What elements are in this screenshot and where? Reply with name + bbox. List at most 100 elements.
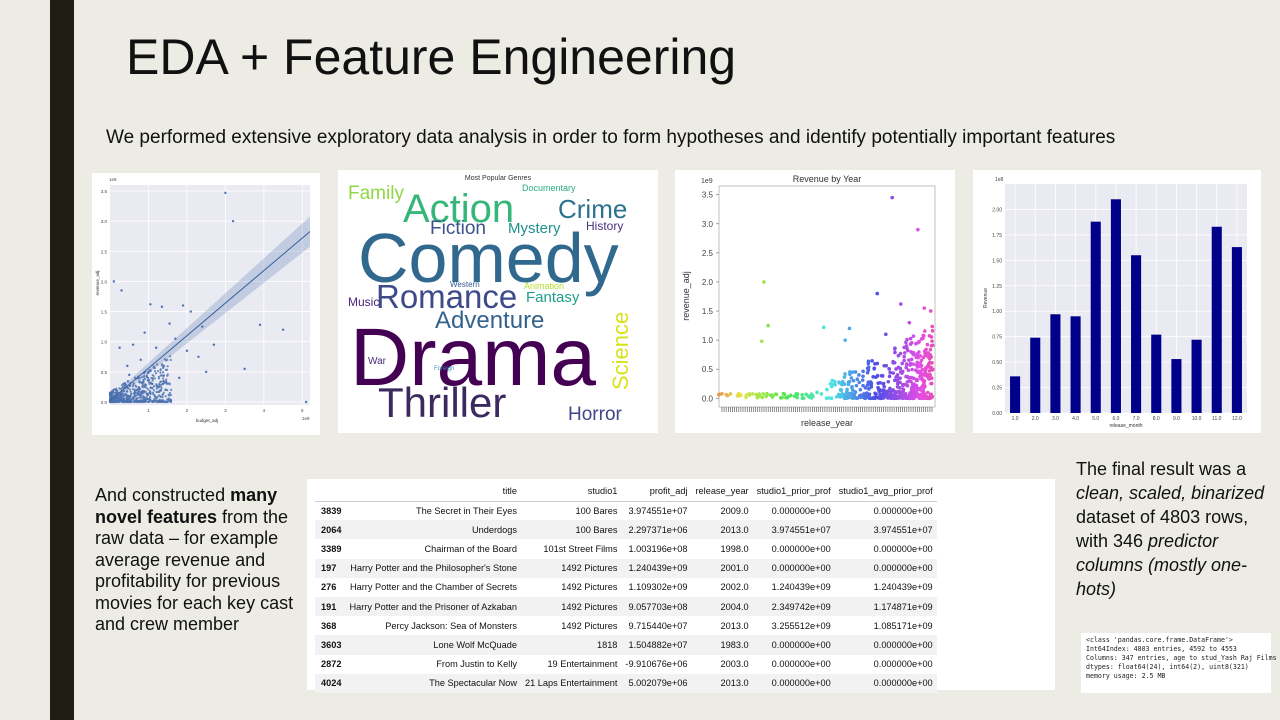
data-point [160,305,164,308]
table-row: 3603 Lone Wolf McQuade 1818 1.504882e+07 198… [315,635,937,655]
data-point [855,377,860,382]
data-point [893,350,897,355]
data-point [914,377,919,382]
data-point [152,389,156,392]
data-point [155,383,158,386]
data-point [873,391,877,396]
data-point [929,381,934,386]
data-point [155,397,158,400]
data-point [759,339,764,344]
result-text-b: dataset of 4803 rows, with 346 [1076,507,1249,551]
table-cell: 1.174871e+09 [873,601,933,612]
data-point [164,395,167,398]
y-tick-label: 1.25 [992,284,1002,290]
data-point [142,384,145,387]
table-cell: The Spectacular Now [429,678,517,689]
x-tick-label: 3.0 [1052,416,1059,422]
bar [1010,376,1021,413]
data-point [853,370,858,374]
data-point [891,359,895,364]
data-point [887,367,891,371]
data-point [126,400,129,403]
data-point [861,369,865,374]
data-point [801,396,806,401]
table-cell: 100 Bares [575,524,618,535]
data-point [901,389,906,393]
data-point [765,391,769,396]
row-index: 191 [321,601,337,612]
data-point [912,396,916,400]
data-point [929,343,934,348]
y-exponent: 1e9 [701,178,713,185]
data-point [860,393,864,398]
data-point [905,374,910,379]
data-point [887,374,892,379]
table-cell: 2003.0 [720,659,749,670]
word-documentary: Documentary [522,183,576,193]
word-drama: Drama [350,312,596,403]
data-point [849,391,854,396]
table-cell: 1492 Pictures [561,620,618,631]
x-axis-label: release_year [801,418,853,428]
data-point [140,375,144,379]
data-point [143,396,146,399]
data-point [888,389,893,393]
data-point [904,340,908,345]
data-point [890,195,895,200]
data-point [886,379,891,384]
data-point [112,280,116,283]
result-description: The final result was a clean, scaled, bi… [1076,457,1271,601]
data-point [930,324,935,329]
feature-text-a: And constructed [95,485,231,505]
plot-area [1005,184,1247,413]
data-point [914,341,918,346]
data-point [760,395,765,400]
data-point [848,370,852,374]
y-tick-label: 0.0 [101,400,108,405]
data-point [131,343,135,346]
data-point [906,368,911,372]
data-point [717,392,721,397]
data-point [902,358,906,363]
data-point [155,363,159,366]
table-cell: 2.297371e+06 [628,524,688,535]
data-point [915,387,920,392]
data-point [160,363,164,366]
data-point [781,391,786,396]
data-point [111,389,114,392]
data-point [908,336,913,341]
data-point [129,390,132,393]
data-point [861,374,865,379]
data-point [780,395,784,400]
data-point [243,367,246,371]
genre-wordcloud: Most Popular Genres Drama Comedy Thriller Ac… [338,170,658,433]
data-point [152,384,156,388]
table-cell: 0.000000e+00 [873,563,933,574]
data-point [930,361,934,365]
data-point [130,393,133,396]
data-point [114,397,117,401]
data-point [114,388,117,391]
feature-text-bold: many novel features [95,485,278,527]
data-point [174,337,177,340]
data-point [928,373,933,377]
data-point [153,370,157,373]
data-point [843,372,847,376]
x-tick-label: 9.0 [1173,416,1180,422]
data-point [830,382,834,387]
table-cell: 21 Laps Entertainment [524,678,618,689]
data-point [926,355,930,359]
data-point [895,378,900,383]
data-point [144,383,148,387]
data-point [143,374,146,378]
slide-accent-bar [50,0,74,720]
y-tick-label: 1.50 [992,258,1002,264]
data-point [914,363,919,367]
chart-title: Revenue by Year [793,174,862,184]
data-point [846,380,851,384]
data-point [120,392,123,395]
y-tick-label: 3.0 [101,219,108,224]
column-header [315,483,345,501]
table-row: 3839 The Secret in Their Eyes 100 Bares 3.9… [315,501,937,520]
data-point [139,394,142,397]
